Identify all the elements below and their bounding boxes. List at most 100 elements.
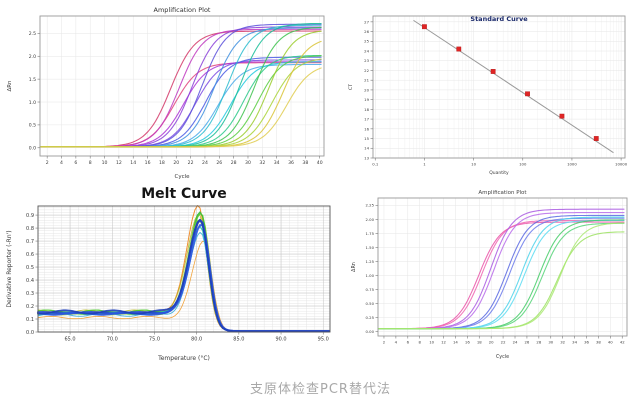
svg-text:40: 40 (317, 160, 323, 166)
svg-text:26: 26 (364, 29, 369, 34)
svg-text:Quantity: Quantity (489, 170, 509, 176)
svg-text:1.50: 1.50 (366, 245, 375, 250)
svg-text:0.1: 0.1 (26, 317, 34, 323)
svg-text:16: 16 (145, 160, 151, 166)
svg-text:2: 2 (383, 339, 386, 344)
svg-text:2: 2 (46, 160, 49, 166)
svg-text:13: 13 (364, 155, 369, 160)
svg-text:10: 10 (429, 339, 434, 344)
svg-text:27: 27 (364, 19, 369, 24)
svg-text:8: 8 (418, 339, 421, 344)
svg-text:16: 16 (364, 126, 369, 131)
svg-text:12: 12 (441, 339, 446, 344)
svg-text:40: 40 (608, 339, 613, 344)
svg-text:Derivative Reporter (-Rn'): Derivative Reporter (-Rn') (6, 230, 13, 307)
svg-text:95.0: 95.0 (318, 337, 329, 343)
svg-text:0.6: 0.6 (26, 252, 34, 258)
svg-text:0.5: 0.5 (29, 123, 36, 129)
svg-text:0.8: 0.8 (26, 226, 34, 232)
svg-text:20: 20 (489, 339, 494, 344)
svg-text:6: 6 (407, 339, 410, 344)
svg-text:36: 36 (288, 160, 294, 166)
svg-text:70.0: 70.0 (107, 337, 118, 343)
svg-text:22: 22 (501, 339, 506, 344)
svg-text:6: 6 (74, 160, 77, 166)
svg-text:1: 1 (423, 161, 426, 166)
melt-curve-panel: 65.0 70.0 75.0 80.0 85.0 90.0 95.0 0.0 0.1 0.2 0.3… (2, 182, 338, 364)
svg-text:22: 22 (188, 160, 194, 166)
svg-text:20: 20 (173, 160, 179, 166)
svg-text:0.75: 0.75 (366, 287, 375, 292)
svg-text:2.00: 2.00 (366, 217, 375, 222)
svg-text:18: 18 (477, 339, 482, 344)
svg-text:25: 25 (364, 39, 369, 44)
svg-text:ΔRn: ΔRn (7, 80, 13, 92)
svg-text:14: 14 (364, 146, 369, 151)
svg-text:34: 34 (274, 160, 280, 166)
svg-text:26: 26 (525, 339, 530, 344)
svg-text:75.0: 75.0 (149, 337, 160, 343)
svg-text:0.4: 0.4 (26, 278, 34, 284)
svg-text:30: 30 (548, 339, 553, 344)
melt-curve-chart: 65.0 70.0 75.0 80.0 85.0 90.0 95.0 0.0 0.1 0.2 0.3… (6, 205, 331, 362)
svg-text:0.9: 0.9 (26, 213, 34, 219)
svg-text:28: 28 (536, 339, 541, 344)
svg-text:85.0: 85.0 (233, 337, 244, 343)
svg-text:30: 30 (245, 160, 251, 166)
svg-text:0.2: 0.2 (26, 304, 34, 310)
svg-text:34: 34 (572, 339, 577, 344)
standard-curve-panel: 0.1 1 10 100 1000 10000 13 14 15 16 17 18 19 20 21 22 23… (343, 2, 639, 178)
svg-text:1.0: 1.0 (29, 100, 36, 106)
svg-text:32: 32 (560, 339, 565, 344)
svg-text:2.25: 2.25 (366, 203, 375, 208)
svg-text:32: 32 (259, 160, 265, 166)
svg-text:0.00: 0.00 (366, 329, 375, 334)
svg-text:19: 19 (364, 97, 369, 102)
svg-text:28: 28 (231, 160, 237, 166)
svg-text:12: 12 (116, 160, 122, 166)
svg-text:Temperature (°C): Temperature (°C) (157, 355, 210, 362)
svg-text:38: 38 (596, 339, 601, 344)
figure-caption: 支原体检查PCR替代法 (250, 382, 391, 397)
svg-text:0.5: 0.5 (26, 265, 34, 271)
svg-text:2.5: 2.5 (29, 31, 36, 37)
svg-text:10: 10 (102, 160, 108, 166)
svg-text:ΔRn: ΔRn (351, 262, 357, 272)
svg-text:10000: 10000 (615, 161, 628, 166)
svg-text:8: 8 (89, 160, 92, 166)
amplification-plot-chart: 2 4 6 8 10 12 14 16 18 20 22 24 26 28 30 32 34 36 38 400.00… (7, 15, 325, 180)
svg-text:0.0: 0.0 (29, 146, 36, 152)
svg-text:18: 18 (159, 160, 165, 166)
svg-text:16: 16 (465, 339, 470, 344)
svg-text:1.5: 1.5 (29, 77, 36, 83)
svg-text:0.1: 0.1 (372, 161, 379, 166)
svg-text:23: 23 (364, 58, 369, 63)
svg-text:0.7: 0.7 (26, 239, 34, 245)
amplification-plot-panel: 2 4 6 8 10 12 14 16 18 20 22 24 26 28 30 32 34 36 38 40 0.0 0… (2, 4, 332, 182)
svg-text:4: 4 (395, 339, 398, 344)
svg-text:0.3: 0.3 (26, 291, 34, 297)
svg-text:15: 15 (364, 136, 369, 141)
svg-text:0.0: 0.0 (26, 330, 34, 336)
svg-text:90.0: 90.0 (275, 337, 286, 343)
svg-text:10: 10 (471, 161, 476, 166)
svg-text:20: 20 (364, 87, 369, 92)
svg-text:CT: CT (348, 84, 354, 90)
svg-text:17: 17 (364, 117, 369, 122)
svg-text:80.0: 80.0 (191, 337, 202, 343)
svg-text:24: 24 (364, 48, 369, 53)
svg-text:1.00: 1.00 (366, 273, 375, 278)
svg-text:0.50: 0.50 (366, 301, 375, 306)
svg-text:2.0: 2.0 (29, 54, 36, 60)
svg-text:21: 21 (364, 78, 369, 83)
svg-text:100: 100 (519, 161, 527, 166)
svg-text:4: 4 (60, 160, 63, 166)
svg-text:14: 14 (130, 160, 136, 166)
svg-text:24: 24 (513, 339, 518, 344)
svg-text:42: 42 (620, 339, 625, 344)
svg-text:Cycle: Cycle (174, 174, 190, 180)
svg-text:22: 22 (364, 68, 369, 73)
svg-text:1000: 1000 (567, 161, 577, 166)
svg-text:14: 14 (453, 339, 458, 344)
svg-text:18: 18 (364, 107, 369, 112)
